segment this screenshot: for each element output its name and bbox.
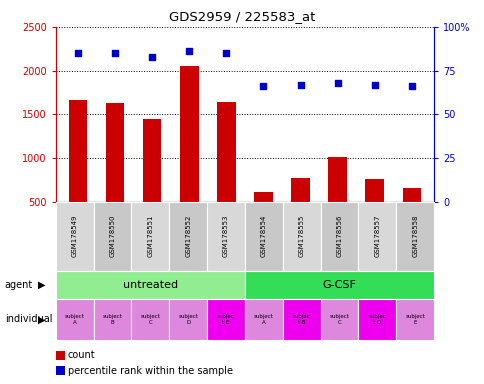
Bar [169, 202, 207, 271]
Text: GSM178551: GSM178551 [147, 215, 153, 257]
Text: GSM178553: GSM178553 [223, 215, 228, 257]
Text: agent: agent [5, 280, 33, 290]
Text: GSM178550: GSM178550 [109, 215, 115, 257]
Text: subject
C: subject C [140, 314, 160, 325]
Bar [282, 202, 320, 271]
Text: ▶: ▶ [37, 314, 45, 324]
Text: subject
E: subject E [405, 314, 424, 325]
Bar [365, 179, 383, 245]
Point [74, 50, 82, 56]
Bar [106, 103, 124, 245]
Bar [320, 202, 358, 271]
Point [148, 53, 156, 60]
Point [111, 50, 119, 56]
Bar [395, 202, 433, 271]
Bar [69, 100, 87, 245]
Bar [254, 192, 272, 245]
Text: subject
A: subject A [254, 314, 273, 325]
Text: subject
A: subject A [65, 314, 84, 325]
Bar [93, 299, 131, 340]
Point [222, 50, 230, 56]
Bar [244, 271, 433, 299]
Point [333, 80, 341, 86]
Point [259, 83, 267, 89]
Point [407, 83, 415, 89]
Bar [282, 299, 320, 340]
Text: subjec
t D: subjec t D [368, 314, 385, 325]
Bar [207, 202, 244, 271]
Text: subjec
t E: subjec t E [217, 314, 234, 325]
Text: GSM178555: GSM178555 [298, 215, 304, 257]
Text: subject
C: subject C [329, 314, 348, 325]
Bar [131, 202, 169, 271]
Text: individual: individual [5, 314, 52, 324]
Bar [320, 299, 358, 340]
Bar [207, 299, 244, 340]
Bar [56, 271, 244, 299]
Bar [93, 202, 131, 271]
Bar [56, 299, 93, 340]
Bar [244, 299, 282, 340]
Text: GDS2959 / 225583_at: GDS2959 / 225583_at [169, 10, 315, 23]
Bar [358, 202, 395, 271]
Bar [180, 66, 198, 245]
Text: percentile rank within the sample: percentile rank within the sample [68, 366, 232, 376]
Text: subject
B: subject B [103, 314, 122, 325]
Bar [244, 202, 282, 271]
Point [370, 81, 378, 88]
Point [185, 48, 193, 55]
Text: GSM178558: GSM178558 [411, 215, 417, 257]
Bar [328, 157, 346, 245]
Text: ▶: ▶ [37, 280, 45, 290]
Text: G-CSF: G-CSF [322, 280, 356, 290]
Text: subjec
t B: subjec t B [292, 314, 310, 325]
Text: GSM178549: GSM178549 [72, 215, 77, 257]
Bar [143, 119, 161, 245]
Bar [395, 299, 433, 340]
Bar [402, 189, 420, 245]
Point [296, 81, 304, 88]
Text: subject
D: subject D [178, 314, 197, 325]
Bar [56, 202, 93, 271]
Bar [217, 102, 235, 245]
Text: GSM178554: GSM178554 [260, 215, 266, 257]
Bar [358, 299, 395, 340]
Text: untreated: untreated [122, 280, 178, 290]
Text: GSM178557: GSM178557 [374, 215, 379, 257]
Text: GSM178552: GSM178552 [185, 215, 191, 257]
Bar [169, 299, 207, 340]
Bar [291, 177, 309, 245]
Text: GSM178556: GSM178556 [336, 215, 342, 257]
Bar [131, 299, 169, 340]
Text: count: count [68, 350, 95, 360]
